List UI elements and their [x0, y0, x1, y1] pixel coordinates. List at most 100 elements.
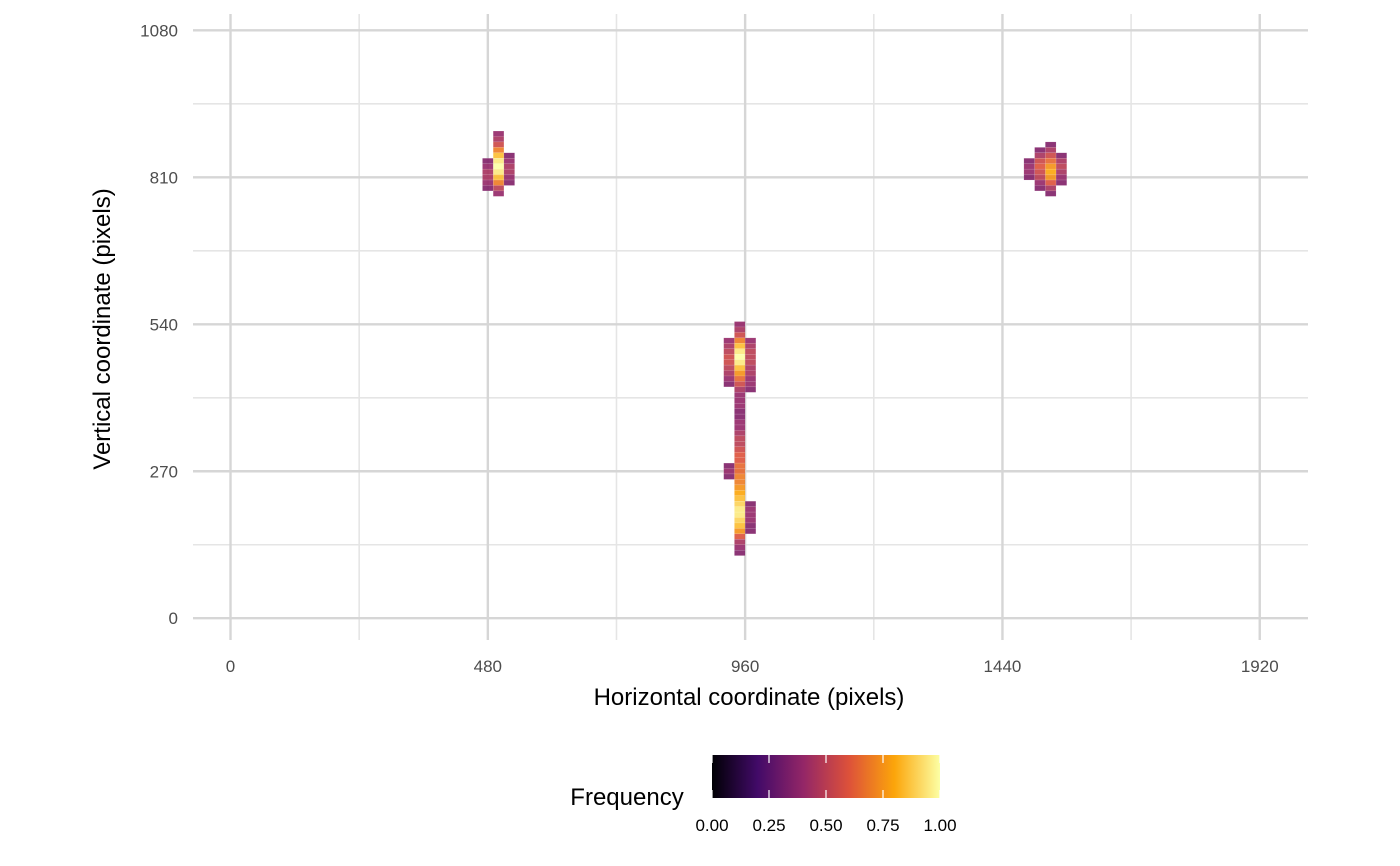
heatmap-cell	[492, 158, 505, 164]
heatmap-cell	[734, 430, 746, 437]
heatmap-cell	[734, 332, 746, 339]
heatmap-cell	[1045, 190, 1057, 197]
heatmap-cell	[734, 435, 746, 442]
heatmap-cell	[734, 452, 746, 458]
heatmap-cell	[1023, 168, 1035, 175]
x-tick-label: 0	[226, 657, 235, 676]
heatmap-cell	[492, 141, 505, 148]
heatmap-cell	[1045, 158, 1057, 164]
heatmap-cell	[744, 381, 757, 388]
heatmap-cell	[734, 500, 746, 507]
heatmap-cell	[1034, 158, 1046, 164]
heatmap-cell	[734, 403, 746, 409]
heatmap-cell	[1034, 174, 1046, 181]
y-tick-label: 1080	[140, 21, 178, 40]
heatmap-cell	[734, 468, 746, 475]
heatmap-cell	[482, 163, 494, 170]
x-axis-ticks: 0 480 960 1440 1920	[226, 657, 1279, 676]
heatmap-cell	[1055, 174, 1067, 181]
heatmap-cell	[1045, 174, 1057, 181]
heatmap-cell	[734, 446, 746, 453]
heatmap-cell	[503, 179, 515, 186]
heatmap-cell	[1045, 168, 1057, 175]
heatmap-cell	[1055, 158, 1067, 164]
heatmap-cell	[734, 539, 746, 545]
heatmap-cell	[734, 370, 746, 377]
heatmap-cell	[492, 185, 505, 192]
color-legend: Frequency 0.00 0.25 0.50 0.75 1.00	[570, 755, 957, 835]
heatmap-cell	[744, 517, 757, 524]
heatmap-cell	[723, 473, 735, 480]
heatmap-cell	[482, 179, 494, 186]
heatmap-cell	[744, 528, 757, 535]
heatmap-cell	[744, 370, 757, 377]
heatmap-cell	[1045, 185, 1057, 192]
heatmap-cell	[482, 158, 494, 164]
y-tick-label: 0	[169, 609, 178, 628]
heatmap-cells	[482, 130, 1067, 556]
heatmap-cell	[723, 468, 735, 475]
heatmap-cell	[734, 413, 746, 420]
heatmap-cell	[723, 354, 735, 360]
heatmap-cell	[734, 348, 746, 355]
legend-title: Frequency	[570, 784, 683, 811]
heatmap-cell	[744, 337, 757, 344]
heatmap-cell	[503, 163, 515, 170]
heatmap-cell	[1045, 179, 1057, 186]
heatmap-cell	[1023, 163, 1035, 170]
heatmap-cell	[744, 364, 757, 371]
heatmap-cell	[492, 179, 505, 186]
heatmap-cell	[734, 441, 746, 447]
heatmap-cell	[744, 500, 757, 507]
x-tick-label: 1920	[1241, 657, 1279, 676]
heatmap-cell	[503, 174, 515, 181]
heatmap-cell	[1023, 158, 1035, 164]
heatmap-cell	[492, 152, 505, 159]
heatmap-cell	[482, 168, 494, 175]
heatmap-cell	[1034, 163, 1046, 170]
heatmap-cell	[734, 495, 746, 502]
heatmap-cell	[492, 163, 505, 170]
heatmap-cell	[723, 337, 735, 344]
heatmap-cell	[734, 359, 746, 366]
heatmap-cell	[744, 511, 757, 518]
heatmap-cell	[734, 479, 746, 486]
legend-tick-label: 0.25	[752, 816, 785, 835]
heatmap-cell	[482, 185, 494, 192]
heatmap-cell	[1034, 185, 1046, 192]
heatmap-cell	[1034, 152, 1046, 159]
heatmap-cell	[734, 326, 746, 333]
heatmap-cell	[1055, 179, 1067, 186]
heatmap-cell	[744, 359, 757, 366]
heatmap-cell	[734, 549, 746, 556]
x-axis-title: Horizontal coordinate (pixels)	[594, 684, 905, 711]
heatmap-cell	[1045, 152, 1057, 159]
heatmap-cell	[734, 337, 746, 344]
heatmap-cell	[734, 375, 746, 382]
legend-tick-label: 0.75	[866, 816, 899, 835]
heatmap-cell	[1034, 168, 1046, 175]
y-axis-title: Vertical coordinate (pixels)	[89, 188, 116, 469]
heatmap-cell	[734, 544, 746, 551]
x-tick-label: 480	[474, 657, 502, 676]
heatmap-cell	[734, 408, 746, 415]
heatmap-cell	[734, 424, 746, 431]
heatmap-cell	[734, 321, 746, 328]
heatmap-cell	[1034, 179, 1046, 186]
heatmap-cell	[503, 158, 515, 164]
heatmap-cell	[482, 174, 494, 181]
heatmap-cell	[723, 462, 735, 469]
heatmap-cell	[734, 419, 746, 426]
heatmap-cell	[723, 359, 735, 366]
y-tick-label: 270	[150, 462, 178, 481]
heatmap-cell	[734, 533, 746, 540]
heatmap-cell	[503, 152, 515, 159]
heatmap-cell	[492, 168, 505, 175]
heatmap-cell	[723, 343, 735, 349]
heatmap-cell	[734, 490, 746, 496]
heatmap-cell	[734, 343, 746, 349]
heatmap-cell	[734, 473, 746, 480]
heatmap-cell	[744, 354, 757, 360]
heatmap-cell	[1055, 152, 1067, 159]
